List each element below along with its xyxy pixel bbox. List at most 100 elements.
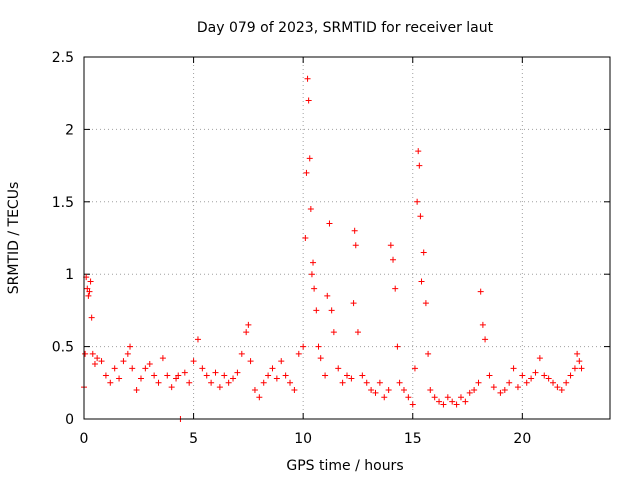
chart-title: Day 079 of 2023, SRMTID for receiver lau… [197, 20, 494, 36]
data-point [392, 285, 399, 292]
data-point [571, 365, 578, 372]
data-point [471, 387, 478, 394]
data-point [291, 387, 298, 394]
data-point [311, 285, 318, 292]
data-point [216, 384, 223, 391]
data-point [350, 300, 357, 307]
data-point [376, 379, 383, 386]
data-point [417, 213, 424, 220]
data-point [415, 148, 422, 155]
data-point [457, 394, 464, 401]
data-point [306, 155, 313, 162]
data-point [256, 394, 263, 401]
data-point [363, 379, 370, 386]
data-point [107, 379, 114, 386]
x-tick-label: 15 [404, 431, 422, 447]
data-point [422, 300, 429, 307]
tick-labels: 0 5 10 15 20 0 0.5 1 1.5 2 2.5 [52, 50, 532, 447]
y-tick-label: 2 [65, 122, 74, 138]
data-point [486, 372, 493, 379]
data-point [230, 375, 237, 382]
data-point [574, 350, 581, 357]
data-point [514, 384, 521, 391]
data-point [315, 343, 322, 350]
data-point [532, 369, 539, 376]
data-point [111, 365, 118, 372]
data-point [414, 198, 421, 205]
data-point [203, 372, 210, 379]
data-point [307, 206, 314, 213]
data-point [482, 336, 489, 343]
y-tick-label: 1 [65, 267, 74, 283]
data-point [300, 343, 307, 350]
data-point [142, 365, 149, 372]
data-point [381, 394, 388, 401]
data-point [159, 355, 166, 362]
data-point [449, 398, 456, 405]
data-point [124, 350, 131, 357]
data-point [120, 358, 127, 365]
data-point [208, 379, 215, 386]
data-point [425, 350, 432, 357]
data-point [168, 384, 175, 391]
plot-frame [83, 56, 611, 420]
data-point [519, 372, 526, 379]
data-point [137, 375, 144, 382]
data-point [287, 379, 294, 386]
data-point [420, 249, 427, 256]
data-point [304, 75, 311, 82]
data-point [88, 314, 95, 321]
data-point [431, 394, 438, 401]
data-point [444, 394, 451, 401]
data-point [462, 398, 469, 405]
data-point [477, 288, 484, 295]
data-point [194, 336, 201, 343]
data-point [418, 278, 425, 285]
data-point [510, 365, 517, 372]
data-point [308, 271, 315, 278]
data-point [317, 355, 324, 362]
data-point [87, 278, 94, 285]
data-point [394, 343, 401, 350]
data-point [409, 401, 416, 408]
data-point [567, 372, 574, 379]
data-point [225, 379, 232, 386]
data-point [501, 387, 508, 394]
data-point [436, 398, 443, 405]
data-point [199, 365, 206, 372]
data-point [536, 355, 543, 362]
data-point [273, 375, 280, 382]
y-tick-label: 0.5 [52, 340, 74, 356]
data-point [247, 358, 254, 365]
axis-ticks [83, 56, 610, 420]
data-point [354, 329, 361, 336]
y-tick-label: 1.5 [52, 195, 74, 211]
data-point [322, 372, 329, 379]
data-point [212, 369, 219, 376]
data-point [506, 379, 513, 386]
data-point [186, 379, 193, 386]
data-point [497, 389, 504, 396]
data-point [466, 389, 473, 396]
y-tick-label: 0 [65, 412, 74, 428]
data-point [554, 384, 561, 391]
y-axis-label: SRMTID / TECUs [6, 182, 22, 295]
data-point [127, 343, 134, 350]
data-point [324, 292, 331, 299]
data-point [89, 350, 96, 357]
data-point [396, 379, 403, 386]
data-point [326, 220, 333, 227]
data-point [116, 375, 123, 382]
data-point [234, 369, 241, 376]
data-point [400, 387, 407, 394]
data-point [479, 321, 486, 328]
data-point [164, 372, 171, 379]
data-point [576, 358, 583, 365]
data-point [453, 401, 460, 408]
data-point [238, 350, 245, 357]
x-axis-label: GPS time / hours [286, 458, 403, 474]
data-point [359, 372, 366, 379]
data-point [85, 292, 92, 299]
y-tick-label: 2.5 [52, 50, 74, 66]
